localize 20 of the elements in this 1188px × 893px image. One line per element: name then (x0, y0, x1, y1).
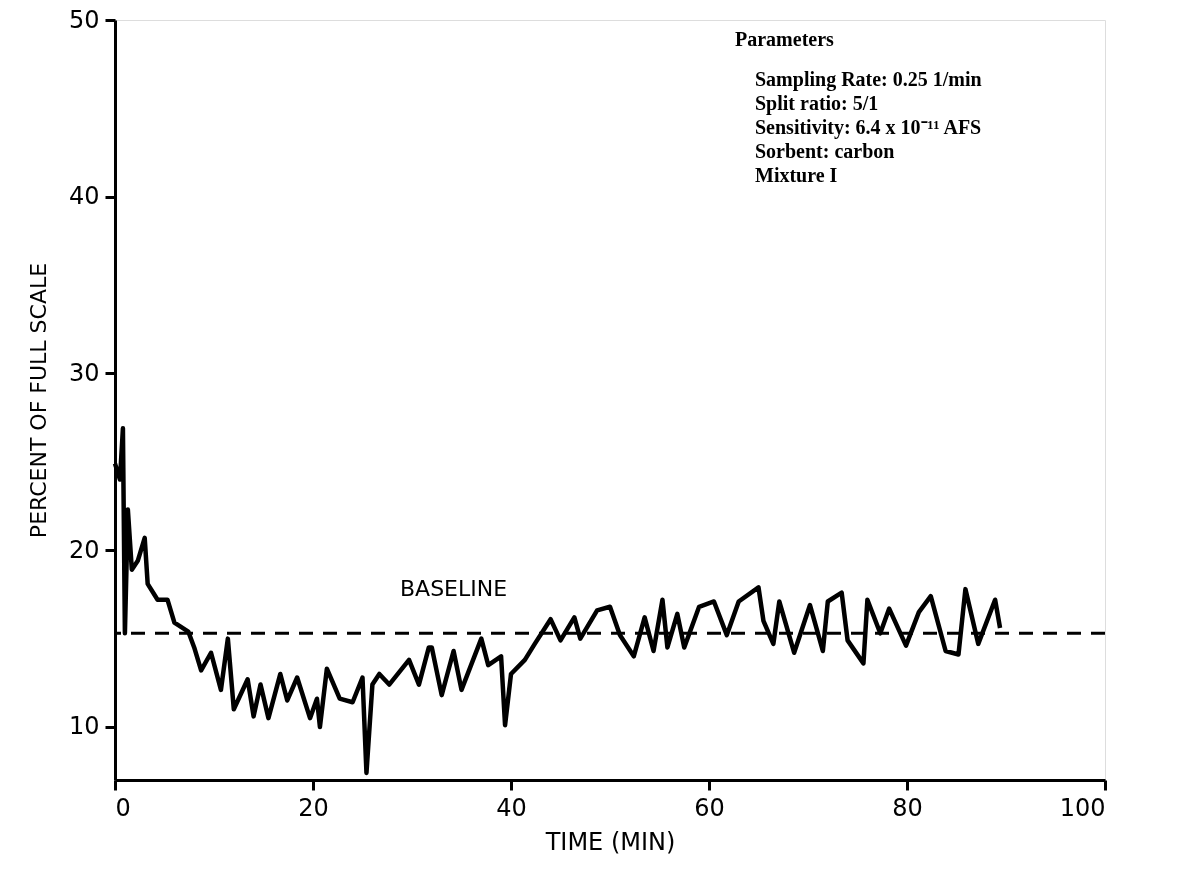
x-tick-label: 40 (496, 793, 527, 822)
x-tick-label: 60 (694, 793, 725, 822)
ref-line-label: BASELINE (400, 576, 508, 602)
x-tick-label: 100 (1059, 793, 1106, 822)
annotation: Parameters (735, 28, 835, 50)
y-axis-title: PERCENT OF FULL SCALE (25, 262, 51, 539)
y-tick-label: 10 (68, 712, 100, 741)
x-tick-label: 80 (892, 793, 923, 822)
y-tick-label: 20 (68, 535, 100, 564)
y-tick-label: 30 (68, 358, 100, 387)
y-tick-label: 40 (68, 182, 100, 211)
x-tick-label: 0 (115, 793, 131, 822)
x-axis-title: TIME (MIN) (544, 827, 676, 856)
annotation: Mixture I (755, 164, 838, 186)
annotation: Sampling Rate: 0.25 1/min (755, 68, 982, 91)
x-tick-label: 20 (298, 793, 329, 822)
annotation: Sorbent: carbon (755, 140, 895, 162)
annotation: Split ratio: 5/1 (755, 92, 879, 115)
annotation: Sensitivity: 6.4 x 10⁻¹¹ AFS (755, 116, 982, 139)
y-tick-label: 50 (68, 5, 100, 34)
